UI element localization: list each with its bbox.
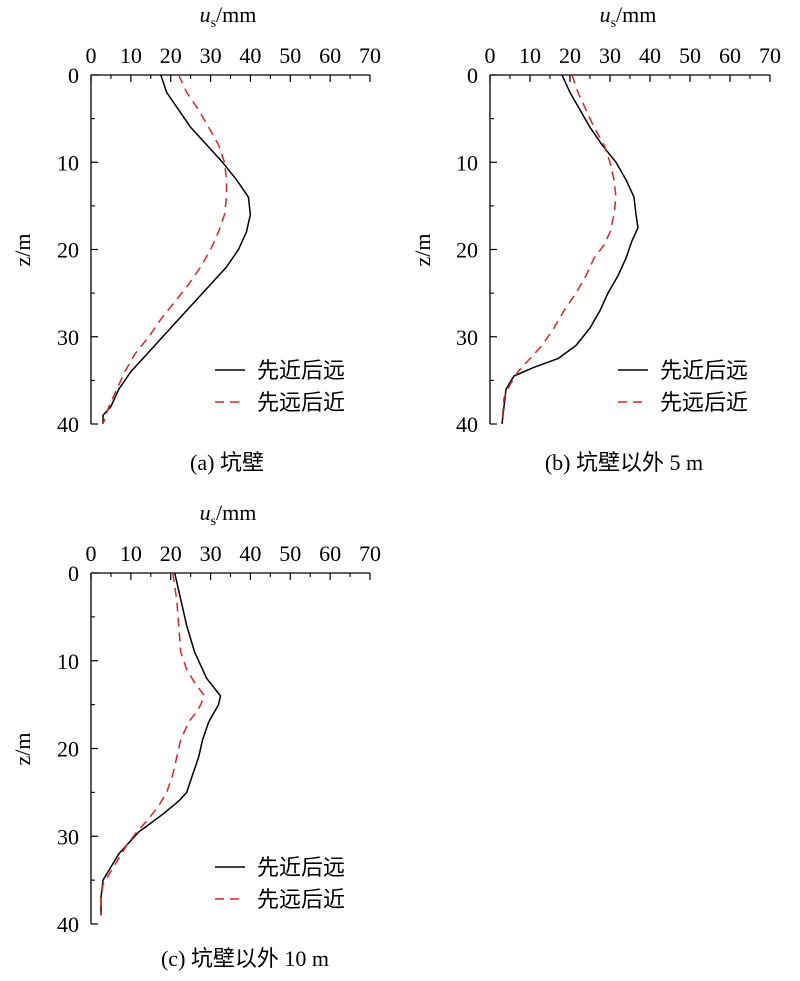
x-tick-label: 30	[200, 43, 222, 68]
legend-label: 先近后远	[257, 358, 345, 383]
series-line-near-first	[501, 74, 639, 425]
x-tick-label: 40	[239, 541, 261, 566]
x-tick-label: 40	[239, 43, 261, 68]
x-tick-label: 60	[319, 43, 341, 68]
x-axis-title: us/mm	[200, 500, 257, 529]
x-tick-label: 70	[359, 43, 381, 68]
x-tick-label: 0	[86, 43, 97, 68]
chart-panel-3: 0 10 20 30 40 50 60 70 0 10 20 30 40 us/mm z/m 先近后远先远后近…	[10, 500, 381, 971]
y-tick-label: 20	[456, 238, 478, 263]
series-line-far-first	[501, 74, 617, 425]
x-tick-label: 70	[359, 541, 381, 566]
series-line-near-first	[102, 74, 252, 424]
legend-label: 先远后近	[257, 390, 345, 415]
y-tick-label: 30	[57, 325, 79, 350]
panel-caption: (a) 坑壁	[190, 450, 264, 475]
x-tick-label: 10	[120, 43, 142, 68]
x-tick-label: 60	[319, 541, 341, 566]
x-tick-label: 70	[759, 43, 781, 68]
x-tick-label: 10	[120, 541, 142, 566]
legend-label: 先近后远	[660, 358, 748, 383]
panel-caption: (c) 坑壁以外 10 m	[161, 946, 329, 971]
x-tick-label: 40	[639, 43, 661, 68]
y-tick-label: 20	[57, 737, 79, 762]
x-tick-label: 30	[599, 43, 621, 68]
x-tick-label: 20	[160, 541, 182, 566]
x-axis-title: us/mm	[200, 2, 257, 31]
legend-label: 先远后近	[660, 390, 748, 415]
y-axis-title: z/m	[10, 234, 35, 267]
series-line-far-first	[100, 572, 206, 916]
x-tick-label: 0	[86, 541, 97, 566]
chart-panel-2: 0 10 20 30 40 50 60 70 0 10 20 30 40 us/mm z/m 先近后远先远后近…	[410, 2, 781, 475]
x-tick-label: 50	[279, 541, 301, 566]
x-axis-title: us/mm	[600, 2, 657, 31]
x-tick-label: 60	[719, 43, 741, 68]
y-tick-label: 10	[57, 150, 79, 175]
series-line-near-first	[100, 572, 222, 916]
y-tick-label: 0	[68, 63, 79, 88]
panel-caption: (b) 坑壁以外 5 m	[545, 450, 703, 475]
y-tick-label: 40	[57, 912, 79, 937]
y-tick-label: 20	[57, 238, 79, 263]
y-tick-label: 40	[456, 412, 478, 437]
y-tick-label: 10	[57, 649, 79, 674]
series-line-far-first	[102, 74, 228, 425]
y-tick-label: 30	[456, 325, 478, 350]
x-tick-label: 30	[200, 541, 222, 566]
y-tick-label: 10	[456, 150, 478, 175]
x-tick-label: 0	[485, 43, 496, 68]
x-tick-label: 50	[679, 43, 701, 68]
y-axis-title: z/m	[10, 733, 35, 766]
y-axis-title: z/m	[410, 234, 435, 267]
x-tick-label: 50	[279, 43, 301, 68]
x-tick-label: 10	[519, 43, 541, 68]
legend-label: 先近后远	[257, 855, 345, 880]
legend-label: 先远后近	[257, 887, 345, 912]
x-tick-label: 20	[160, 43, 182, 68]
y-tick-label: 0	[467, 63, 478, 88]
y-tick-label: 0	[68, 561, 79, 586]
y-tick-label: 30	[57, 824, 79, 849]
x-tick-label: 20	[559, 43, 581, 68]
chart-panel-1: 0 10 20 30 40 50 60 70 0 10 20 30 40 us/mm z/m 先近后远先远后近…	[10, 2, 381, 475]
y-tick-label: 40	[57, 412, 79, 437]
